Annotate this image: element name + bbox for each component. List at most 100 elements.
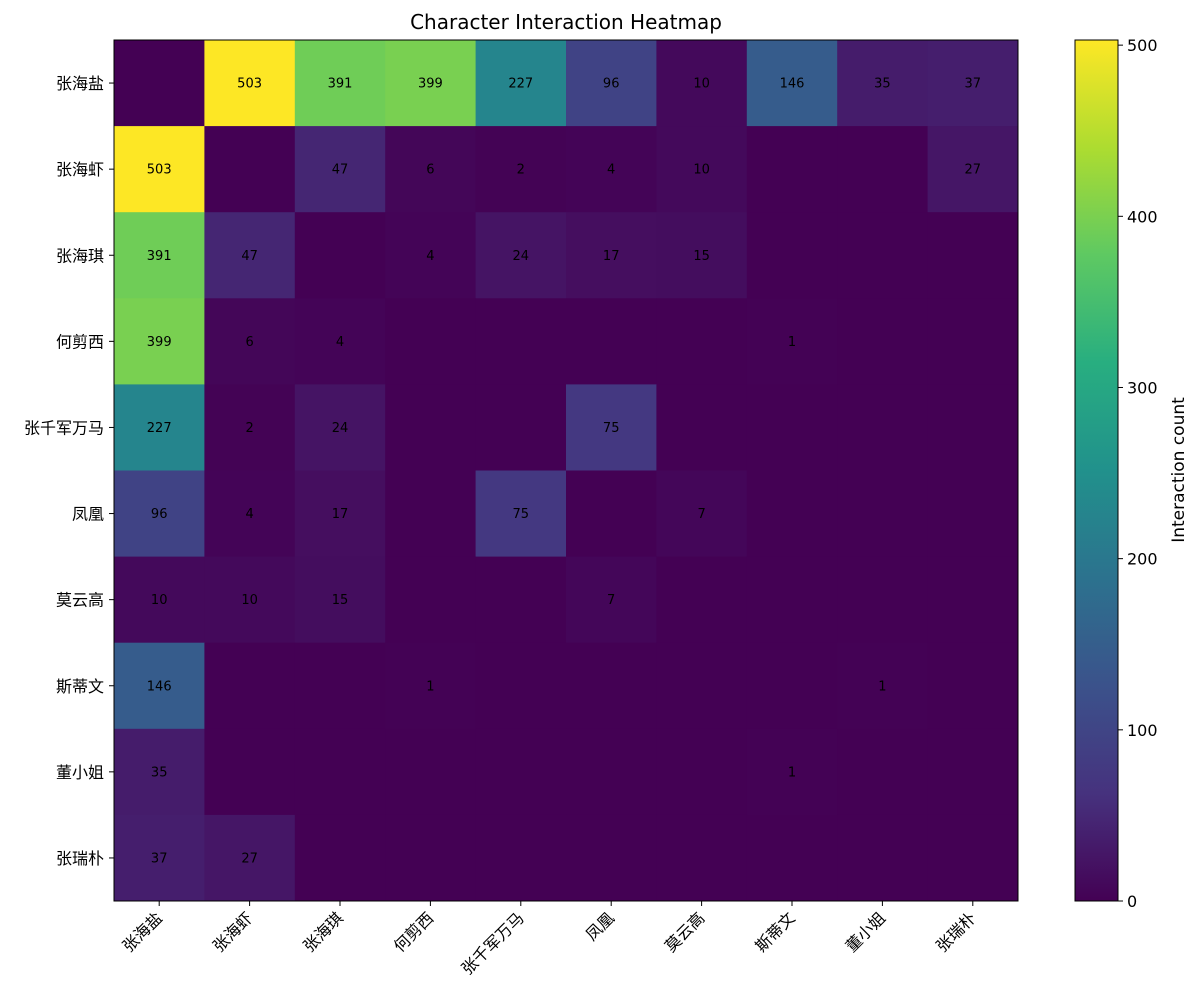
heatmap-cell xyxy=(746,728,838,816)
heatmap-cell xyxy=(385,298,477,385)
cell-value-label: 2 xyxy=(245,421,253,436)
heatmap-cell xyxy=(566,728,657,816)
cell-value-label: 503 xyxy=(147,163,172,178)
heatmap-cell xyxy=(385,814,477,902)
heatmap-cell xyxy=(837,470,929,558)
heatmap-cell xyxy=(746,556,838,644)
cell-value-label: 17 xyxy=(332,507,349,522)
cell-value-label: 6 xyxy=(245,335,253,350)
heatmap-cell xyxy=(656,298,748,385)
cell-value-label: 146 xyxy=(147,679,172,694)
cell-value-label: 391 xyxy=(147,249,172,264)
heatmap-cell xyxy=(475,642,567,730)
chart-title: Character Interaction Heatmap xyxy=(410,10,722,34)
plot-frame xyxy=(113,39,1019,902)
cell-value-label: 15 xyxy=(693,249,710,264)
heatmap-cell xyxy=(114,384,205,471)
x-tick-label: 凤凰 xyxy=(582,908,618,944)
y-tick-label: 张瑞朴 xyxy=(56,849,104,868)
x-tick-label: 张海琪 xyxy=(299,908,346,955)
heatmap-cell xyxy=(204,470,296,558)
heatmap-cell xyxy=(204,298,296,385)
colorbar-tick-label: 0 xyxy=(1127,892,1137,911)
cell-value-label: 146 xyxy=(780,77,805,92)
x-tick-label: 张瑞朴 xyxy=(932,908,979,955)
heatmap-cell xyxy=(475,384,567,471)
cell-value-label: 7 xyxy=(607,593,615,608)
heatmap-cell xyxy=(204,384,296,471)
cell-value-label: 96 xyxy=(151,507,168,522)
cell-value-label: 399 xyxy=(418,77,443,92)
heatmap-cell xyxy=(204,728,296,816)
cell-value-label: 96 xyxy=(603,77,620,92)
cell-value-label: 10 xyxy=(693,163,710,178)
heatmap-cell xyxy=(475,470,567,558)
heatmap-cell xyxy=(385,212,477,299)
cell-value-label: 1 xyxy=(878,679,886,694)
heatmap-cell xyxy=(475,126,567,213)
x-tick-label: 何剪西 xyxy=(390,908,437,955)
cell-value-label: 17 xyxy=(603,249,620,264)
heatmap-cell xyxy=(927,814,1019,902)
cell-value-label: 75 xyxy=(513,507,530,522)
colorbar-ticks: 0 100 200 300 400 500 xyxy=(1118,36,1158,911)
heatmap-cell xyxy=(656,212,748,299)
heatmap-cell xyxy=(204,40,296,127)
cell-value-label: 4 xyxy=(607,163,615,178)
heatmap-cell xyxy=(294,814,386,902)
heatmap-cell xyxy=(566,212,657,299)
heatmap-cell xyxy=(294,556,386,644)
heatmap-cell xyxy=(927,556,1019,644)
heatmap-cell xyxy=(385,126,477,213)
heatmap-cell xyxy=(385,470,477,558)
cell-value-label: 4 xyxy=(336,335,344,350)
heatmap-cells xyxy=(114,40,1019,902)
heatmap-cell xyxy=(927,126,1019,213)
heatmap-cell xyxy=(114,470,205,558)
cell-value-label: 4 xyxy=(426,249,434,264)
cell-value-label: 10 xyxy=(241,593,258,608)
y-tick-label: 董小姐 xyxy=(56,763,104,782)
heatmap-cell xyxy=(656,40,748,127)
colorbar-tick-label: 500 xyxy=(1127,36,1158,55)
heatmap-cell xyxy=(927,642,1019,730)
heatmap-cell xyxy=(837,40,929,127)
heatmap-cell xyxy=(566,384,657,471)
heatmap-cell xyxy=(475,40,567,127)
heatmap-cell xyxy=(656,642,748,730)
cell-value-label: 1 xyxy=(788,335,796,350)
cell-value-label: 27 xyxy=(965,163,982,178)
heatmap-cell xyxy=(294,642,386,730)
heatmap-cell xyxy=(114,642,205,730)
y-tick-label: 斯蒂文 xyxy=(56,677,104,696)
heatmap-cell xyxy=(204,642,296,730)
heatmap-cell xyxy=(927,298,1019,385)
heatmap-cell xyxy=(656,814,748,902)
heatmap-cell xyxy=(837,126,929,213)
cell-value-label: 10 xyxy=(693,77,710,92)
heatmap-cell xyxy=(746,470,838,558)
cell-value-label: 75 xyxy=(603,421,620,436)
heatmap-cell xyxy=(746,298,838,385)
cell-value-label: 24 xyxy=(332,421,349,436)
heatmap-cell xyxy=(746,384,838,471)
colorbar-tick-label: 300 xyxy=(1127,378,1158,397)
heatmap-cell xyxy=(566,470,657,558)
heatmap-cell xyxy=(114,814,205,902)
y-tick-label: 张千军万马 xyxy=(24,418,104,437)
x-tick-label: 张海虾 xyxy=(209,908,256,955)
y-tick-label: 莫云高 xyxy=(56,591,104,610)
heatmap-cell xyxy=(837,814,929,902)
heatmap-cell xyxy=(566,642,657,730)
cell-value-label: 37 xyxy=(151,851,168,866)
x-tick-label: 张海盐 xyxy=(119,908,166,955)
cell-value-label: 35 xyxy=(151,765,168,780)
heatmap-cell xyxy=(204,126,296,213)
heatmap-cell xyxy=(114,212,205,299)
heatmap-cell xyxy=(385,556,477,644)
cell-value-label: 47 xyxy=(241,249,258,264)
heatmap-cell xyxy=(294,298,386,385)
